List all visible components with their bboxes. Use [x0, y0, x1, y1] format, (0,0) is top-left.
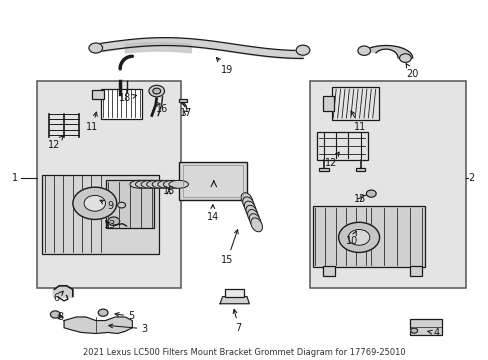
- Text: 9: 9: [100, 200, 113, 211]
- Bar: [42, 175, 159, 253]
- Text: 15: 15: [163, 186, 175, 197]
- Bar: [178, 162, 246, 200]
- Text: 15: 15: [221, 230, 238, 265]
- Ellipse shape: [168, 180, 188, 188]
- Bar: [355, 168, 365, 171]
- Text: 16: 16: [155, 101, 167, 114]
- Circle shape: [296, 45, 309, 55]
- Text: 5: 5: [115, 311, 134, 321]
- Ellipse shape: [130, 180, 149, 188]
- Bar: [37, 81, 181, 288]
- Text: 14: 14: [206, 205, 219, 221]
- Text: 2: 2: [467, 173, 473, 183]
- Ellipse shape: [141, 180, 160, 188]
- Bar: [322, 96, 333, 111]
- Circle shape: [50, 311, 60, 318]
- Circle shape: [338, 222, 379, 252]
- Ellipse shape: [152, 180, 171, 188]
- Text: 10: 10: [345, 231, 357, 246]
- Circle shape: [153, 88, 160, 94]
- Text: 12: 12: [48, 136, 63, 150]
- Bar: [101, 89, 142, 119]
- Bar: [224, 289, 243, 297]
- Text: 11: 11: [86, 112, 98, 132]
- Text: 13: 13: [104, 220, 116, 230]
- Bar: [312, 206, 424, 267]
- Ellipse shape: [245, 205, 257, 219]
- Bar: [409, 319, 441, 335]
- Polygon shape: [64, 317, 132, 333]
- Ellipse shape: [146, 180, 166, 188]
- Circle shape: [399, 54, 410, 62]
- Text: 11: 11: [350, 111, 366, 132]
- Circle shape: [118, 202, 125, 208]
- Text: 20: 20: [406, 64, 418, 79]
- Ellipse shape: [247, 210, 259, 224]
- Bar: [182, 165, 243, 197]
- Circle shape: [108, 217, 120, 226]
- Text: 6: 6: [54, 291, 63, 303]
- Bar: [316, 132, 367, 160]
- Bar: [319, 168, 328, 171]
- Circle shape: [357, 46, 370, 55]
- Circle shape: [410, 328, 417, 333]
- Text: 8: 8: [57, 312, 63, 322]
- Polygon shape: [220, 297, 249, 304]
- Text: 2021 Lexus LC500 Filters Mount Bracket Grommet Diagram for 17769-25010: 2021 Lexus LC500 Filters Mount Bracket G…: [83, 348, 405, 357]
- Circle shape: [89, 43, 102, 53]
- Bar: [409, 266, 422, 276]
- Bar: [322, 266, 334, 276]
- Bar: [92, 90, 104, 99]
- Polygon shape: [364, 45, 412, 58]
- Bar: [105, 180, 154, 228]
- Ellipse shape: [163, 180, 183, 188]
- Ellipse shape: [241, 193, 252, 207]
- Ellipse shape: [249, 214, 260, 228]
- Bar: [310, 81, 466, 288]
- Text: 19: 19: [216, 58, 233, 75]
- Text: 4: 4: [427, 328, 438, 338]
- Circle shape: [73, 187, 117, 220]
- Ellipse shape: [250, 218, 262, 232]
- Text: 13: 13: [354, 194, 366, 204]
- Text: 18: 18: [119, 93, 136, 103]
- Circle shape: [98, 309, 108, 316]
- Ellipse shape: [158, 180, 177, 188]
- Circle shape: [149, 85, 164, 97]
- Text: 1: 1: [12, 173, 19, 183]
- Ellipse shape: [135, 180, 155, 188]
- Text: 17: 17: [180, 108, 192, 118]
- Circle shape: [84, 195, 105, 211]
- Text: 7: 7: [233, 309, 241, 333]
- Polygon shape: [53, 287, 73, 297]
- Text: 12: 12: [325, 152, 339, 168]
- Bar: [178, 99, 187, 102]
- Circle shape: [347, 229, 369, 245]
- Bar: [331, 87, 378, 120]
- Ellipse shape: [244, 201, 256, 215]
- Text: 3: 3: [108, 324, 147, 334]
- Ellipse shape: [242, 197, 254, 211]
- Circle shape: [366, 190, 375, 197]
